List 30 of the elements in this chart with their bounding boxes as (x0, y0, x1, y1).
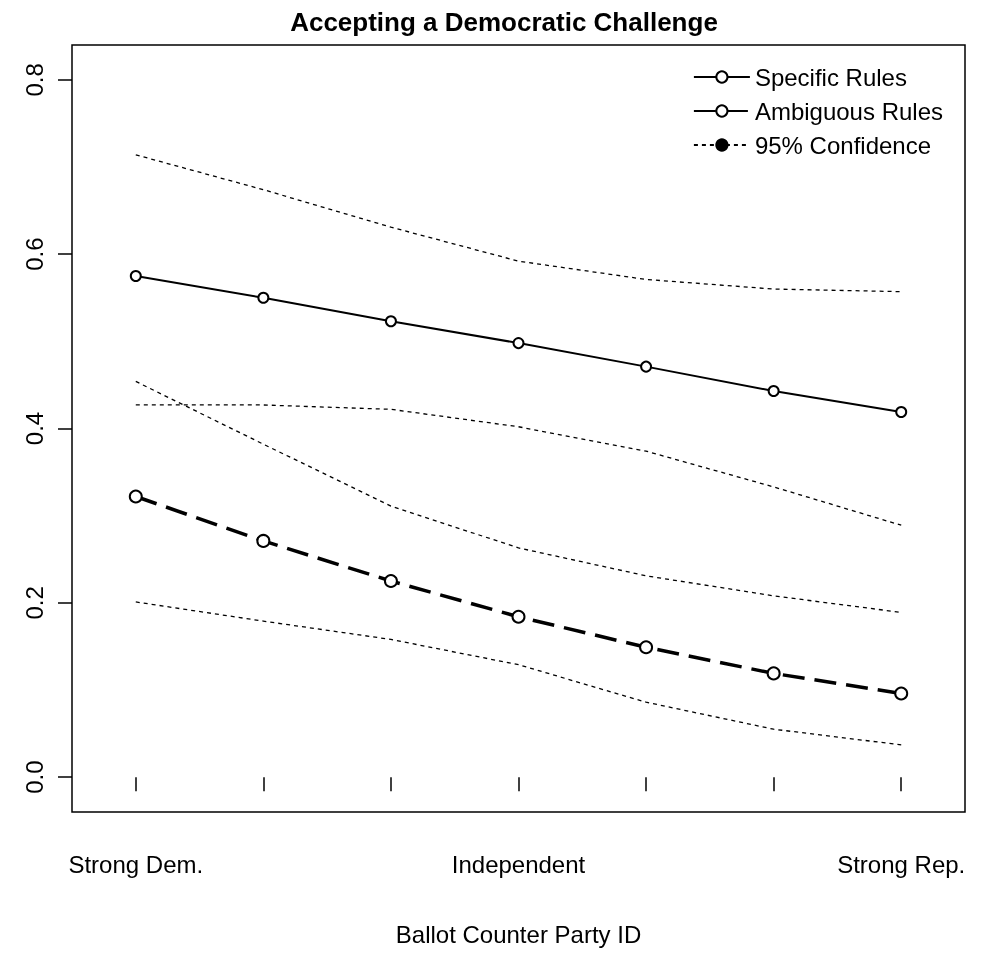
y-tick-label: 0.8 (20, 63, 48, 97)
x-tick-label: Strong Dem. (68, 850, 204, 878)
line-series (135, 380, 902, 614)
chart-title: Accepting a Democratic Challenge (290, 7, 718, 37)
line-series (135, 154, 902, 293)
line-series (135, 601, 902, 746)
point (384, 315, 397, 328)
point (129, 269, 142, 282)
point (640, 360, 653, 373)
point (894, 686, 909, 701)
point (767, 385, 780, 398)
point (512, 337, 525, 350)
point (511, 609, 526, 624)
legend-label: Specific Rules (754, 63, 907, 91)
point (766, 666, 781, 681)
point (128, 489, 143, 504)
legend-label: Ambiguous Rules (754, 97, 944, 125)
y-tick-label: 0.0 (20, 760, 48, 794)
point (639, 640, 654, 655)
y-tick-label: 0.2 (20, 586, 48, 620)
x-axis-title: Ballot Counter Party ID (395, 920, 642, 948)
point (257, 291, 270, 304)
legend-label: 95% Confidence (754, 131, 932, 159)
point (256, 533, 271, 548)
point (383, 574, 398, 589)
point (895, 405, 908, 418)
y-tick-label: 0.6 (20, 237, 48, 271)
x-tick-label: Strong Rep. (837, 850, 966, 878)
x-tick-label: Independent (451, 850, 586, 878)
y-tick-label: 0.4 (20, 411, 48, 446)
